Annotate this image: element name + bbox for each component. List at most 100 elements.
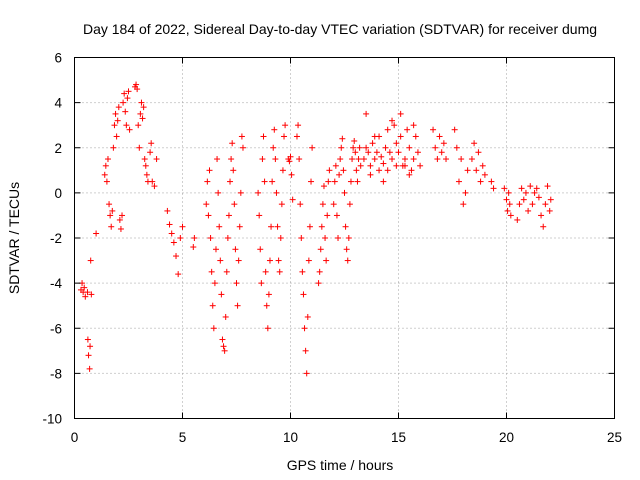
- y-tick-label: -2: [50, 231, 62, 246]
- data-point: [113, 133, 120, 140]
- data-point: [371, 133, 378, 140]
- data-point: [488, 178, 495, 185]
- data-point: [443, 156, 450, 163]
- data-point: [434, 156, 441, 163]
- data-point: [230, 167, 237, 174]
- x-tick-label: 25: [607, 430, 622, 445]
- data-point: [84, 289, 91, 296]
- data-point: [479, 162, 486, 169]
- data-point: [88, 291, 95, 298]
- data-point: [229, 140, 236, 147]
- data-point: [354, 178, 361, 185]
- data-point: [544, 183, 551, 190]
- data-point: [87, 343, 94, 350]
- data-point: [239, 144, 246, 151]
- data-point: [542, 201, 549, 208]
- data-point: [533, 185, 540, 192]
- data-point: [234, 302, 241, 309]
- data-point: [225, 212, 232, 219]
- data-point: [518, 185, 525, 192]
- data-point: [87, 257, 94, 264]
- data-point: [395, 149, 402, 156]
- data-point: [295, 122, 302, 129]
- data-point: [123, 122, 130, 129]
- data-point: [309, 144, 316, 151]
- data-point: [326, 167, 333, 174]
- data-point: [204, 178, 211, 185]
- data-point: [93, 230, 100, 237]
- y-tick-label: 4: [54, 96, 62, 111]
- data-point: [304, 313, 311, 320]
- data-point: [223, 268, 230, 275]
- data-point: [306, 223, 313, 230]
- data-point: [404, 126, 411, 133]
- data-point: [305, 257, 312, 264]
- data-point: [148, 140, 155, 147]
- data-point: [224, 235, 231, 241]
- data-point: [122, 108, 129, 115]
- data-point: [303, 370, 310, 377]
- y-tick-label: 6: [54, 51, 62, 66]
- data-point: [140, 104, 147, 111]
- data-point: [384, 167, 391, 174]
- data-point: [360, 156, 367, 163]
- data-point: [410, 156, 417, 163]
- data-point: [114, 117, 121, 124]
- data-point: [369, 140, 376, 147]
- y-tick-label: -10: [42, 412, 62, 427]
- data-point: [227, 178, 234, 185]
- data-point: [516, 201, 523, 208]
- data-point: [207, 235, 214, 241]
- data-point: [107, 212, 114, 219]
- data-point: [236, 223, 243, 230]
- data-point: [286, 158, 293, 165]
- data-point: [451, 126, 458, 133]
- data-point: [440, 140, 447, 147]
- data-point: [231, 201, 238, 208]
- y-axis-tick-labels: -10 -8 -6 -4 -2 0 2 4 6: [42, 51, 62, 427]
- data-point: [111, 122, 118, 129]
- data-point: [270, 144, 277, 151]
- data-point: [453, 144, 460, 151]
- data-point: [527, 183, 534, 190]
- y-tick-label: -6: [50, 321, 62, 336]
- x-tick-label: 15: [391, 430, 406, 445]
- data-point: [232, 246, 239, 253]
- data-point: [116, 216, 123, 223]
- data-point: [282, 122, 289, 129]
- data-point: [352, 149, 359, 156]
- data-point: [335, 235, 342, 241]
- data-point: [331, 178, 338, 185]
- data-point: [323, 257, 330, 264]
- data-point: [238, 133, 245, 140]
- data-point: [490, 185, 497, 192]
- data-point: [520, 196, 527, 203]
- data-point: [177, 235, 184, 241]
- data-point: [134, 86, 141, 93]
- data-point: [117, 225, 124, 232]
- data-point: [115, 104, 122, 111]
- data-point: [406, 171, 413, 178]
- chart-title: Day 184 of 2022, Sidereal Day-to-day VTE…: [83, 21, 597, 37]
- data-point: [332, 162, 339, 169]
- data-point: [151, 183, 158, 190]
- data-point: [101, 171, 108, 178]
- data-point: [538, 212, 545, 219]
- data-point: [272, 156, 279, 163]
- data-point: [81, 284, 88, 291]
- data-point: [410, 122, 417, 129]
- data-point: [412, 133, 419, 140]
- data-point: [458, 156, 465, 163]
- data-point: [324, 212, 331, 219]
- data-point: [384, 126, 391, 133]
- data-point: [276, 268, 283, 275]
- data-point: [275, 257, 282, 264]
- data-point: [135, 122, 142, 129]
- data-point: [255, 189, 262, 196]
- data-point: [417, 162, 424, 169]
- data-point: [363, 144, 370, 151]
- data-point: [166, 221, 173, 228]
- data-point: [338, 144, 345, 151]
